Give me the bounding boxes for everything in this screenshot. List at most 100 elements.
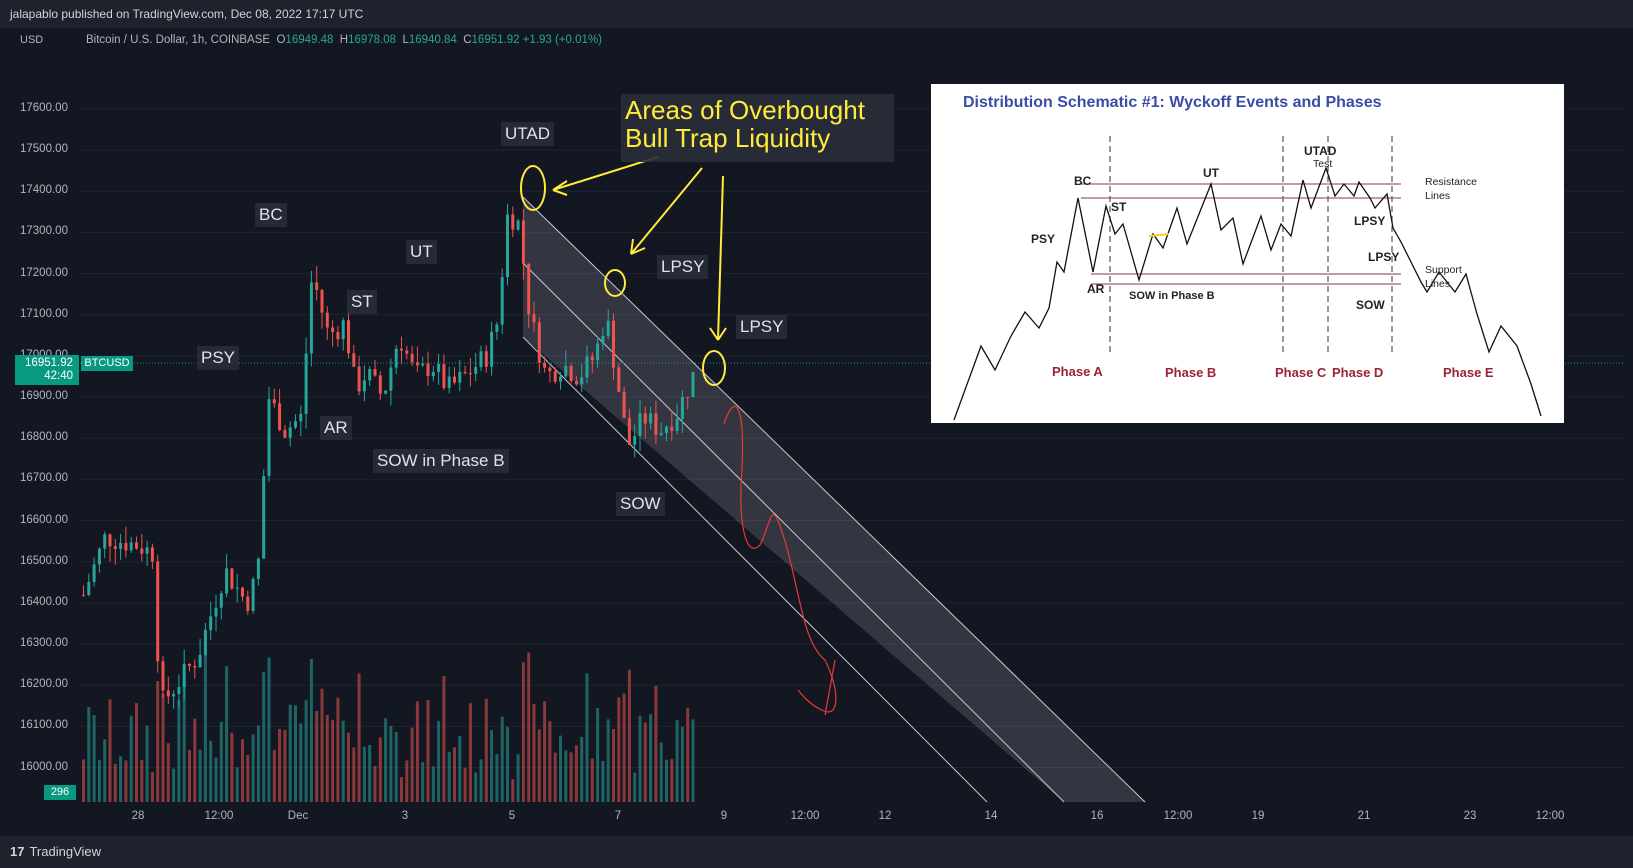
annotation-lpsy-1[interactable]: LPSY — [657, 255, 709, 279]
schematic-drawing — [953, 136, 1542, 421]
y-tick-label: 17600.00 — [20, 101, 68, 114]
candle-body — [410, 353, 414, 363]
y-tick-label: 16800.00 — [20, 431, 68, 444]
candle-body — [389, 367, 393, 391]
annotation-utad[interactable]: UTAD — [501, 122, 555, 146]
candle-body — [188, 663, 191, 667]
schem-label-lpsy-1: LPSY — [1354, 214, 1386, 228]
candle-body — [521, 220, 525, 264]
annotation-psy[interactable]: PSY — [197, 346, 240, 370]
y-tick-label: 17300.00 — [20, 225, 68, 238]
volume-bar — [437, 721, 441, 802]
candle-body — [113, 546, 117, 549]
candle-body — [654, 413, 658, 435]
schem-label-sow-b: SOW in Phase B — [1129, 290, 1215, 302]
annotation-ut[interactable]: UT — [406, 240, 437, 264]
channel-lower-line — [522, 336, 988, 803]
candle-body — [145, 547, 149, 554]
volume-bar — [612, 728, 615, 802]
volume-bar — [140, 760, 144, 802]
volume-bar — [378, 737, 382, 802]
phase-b-label: Phase B — [1165, 365, 1217, 380]
volume-bar — [230, 732, 234, 802]
annotation-sow-phase-b[interactable]: SOW in Phase B — [373, 449, 509, 473]
volume-bar — [119, 756, 123, 802]
phase-e-label: Phase E — [1443, 365, 1494, 380]
annotation-ar[interactable]: AR — [320, 416, 352, 440]
candle-body — [675, 418, 679, 431]
volume-bar — [447, 751, 451, 802]
publisher-info: jalapablo published on TradingView.com, … — [10, 7, 364, 21]
candle-body — [548, 367, 552, 372]
volume-bar — [368, 745, 372, 802]
schematic-price-path — [953, 166, 1542, 421]
candle-body — [225, 568, 229, 594]
phase-a-label: Phase A — [1052, 364, 1103, 379]
volume-bar — [474, 772, 478, 802]
wyckoff-schematic-image[interactable]: Distribution Schematic #1: Wyckoff Event… — [931, 84, 1564, 423]
candle-body — [638, 413, 642, 436]
volume-bar — [347, 732, 350, 802]
candle-body — [304, 353, 308, 414]
volume-bar — [665, 759, 668, 802]
candle-body — [92, 564, 96, 583]
volume-bar — [331, 719, 335, 802]
volume-bar — [389, 725, 393, 802]
volume-bar — [124, 760, 128, 802]
y-tick-label: 16600.00 — [20, 513, 68, 526]
y-tick-label: 16700.00 — [20, 472, 68, 485]
y-tick-label: 17400.00 — [20, 184, 68, 197]
candle-body — [331, 327, 335, 333]
volume-bar — [188, 750, 191, 802]
candle-body — [82, 594, 85, 596]
low-value: 16940.84 — [408, 34, 457, 46]
candle-body — [500, 277, 504, 325]
candle-body — [394, 348, 398, 368]
volume-bar — [241, 739, 244, 802]
volume-bar — [172, 768, 176, 802]
price-chart[interactable] — [0, 28, 1633, 836]
volume-bar — [400, 777, 403, 802]
candle-body — [463, 371, 467, 374]
candle-body — [580, 377, 584, 385]
schem-label-support-lines: Lines — [1425, 278, 1451, 290]
annotation-lpsy-2[interactable]: LPSY — [736, 315, 788, 339]
volume-bar — [601, 760, 605, 802]
candle-body — [177, 687, 181, 695]
candle-body — [596, 343, 600, 361]
y-tick-label: 16400.00 — [20, 595, 68, 608]
symbol-name[interactable]: Bitcoin / U.S. Dollar, 1h, COINBASE — [86, 34, 271, 46]
x-tick-label: 5 — [508, 810, 516, 822]
volume-bar — [87, 706, 91, 802]
arrow-to-lpsy — [630, 167, 703, 255]
volume-bar — [675, 719, 679, 802]
tv-logo-icon: 17 — [10, 844, 25, 859]
tradingview-logo[interactable]: 17 TradingView — [10, 844, 102, 859]
volume-bar — [622, 693, 626, 802]
change-value: +1.93 (+0.01%) — [522, 34, 602, 46]
annotation-st[interactable]: ST — [347, 290, 377, 314]
volume-bar — [315, 711, 319, 802]
candle-body — [161, 661, 165, 691]
candle-body — [490, 331, 494, 367]
candle-body — [203, 630, 207, 655]
volume-bar — [453, 747, 456, 802]
candle-body — [458, 371, 462, 383]
schem-label-lpsy-2: LPSY — [1368, 250, 1400, 264]
schem-label-resistance-lines: Lines — [1425, 190, 1451, 202]
annotation-sow[interactable]: SOW — [616, 492, 665, 516]
candle-body — [680, 396, 684, 419]
top-bar: jalapablo published on TradingView.com, … — [0, 0, 1633, 28]
volume-bar — [304, 700, 308, 802]
volume-bar — [129, 715, 133, 802]
candle-body — [150, 547, 154, 562]
candle-body — [373, 369, 377, 376]
volume-bar — [373, 766, 377, 802]
overbought-note[interactable]: Areas of Overbought Bull Trap Liquidity — [621, 94, 894, 162]
y-tick-label: 16100.00 — [20, 719, 68, 732]
schem-label-resistance: Resistance — [1425, 176, 1477, 188]
x-tick-label: 12 — [878, 810, 892, 822]
y-tick-label: 17200.00 — [20, 266, 68, 279]
annotation-bc[interactable]: BC — [255, 203, 287, 227]
volume-bar — [691, 719, 695, 802]
